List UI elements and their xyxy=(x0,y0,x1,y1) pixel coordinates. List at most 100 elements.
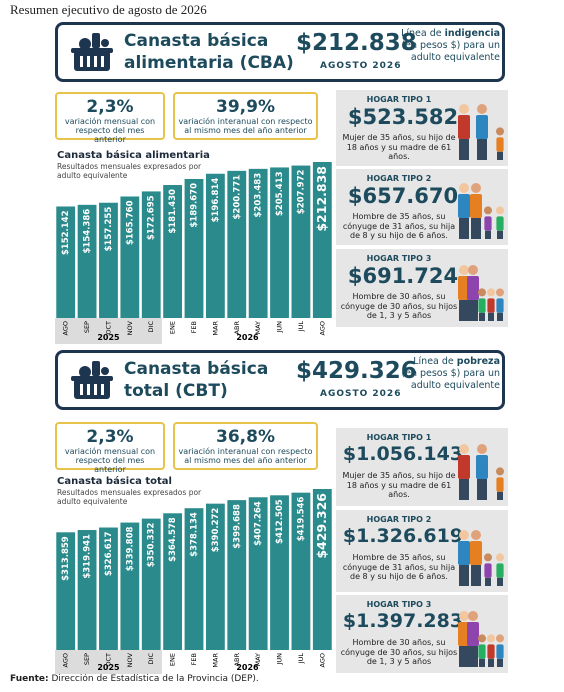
stat-box: 39,9% variación interanual con respecto a… xyxy=(173,92,318,140)
stat-label: variación mensual con respecto del mes a… xyxy=(64,447,156,474)
x-tick-label: MAY xyxy=(254,653,262,667)
group-band xyxy=(55,650,162,674)
bar xyxy=(141,191,161,318)
bar-value-label: $172.695 xyxy=(147,195,157,240)
section-period: AGOSTO 2026 xyxy=(320,389,402,399)
x-tick-label: MAY xyxy=(254,321,262,335)
x-tick-label: FEB xyxy=(190,653,198,665)
household-title: HOGAR TIPO 3 xyxy=(366,600,432,609)
line-post: (en pesos $) para un adulto equivalente xyxy=(401,40,500,63)
person-body xyxy=(458,115,470,139)
x-tick-label: ABR xyxy=(233,321,241,335)
bar-value-label: $152.142 xyxy=(61,210,71,255)
footer-text: Dirección de Estadística de la Provincia… xyxy=(51,674,259,684)
line-bold: indigencia xyxy=(444,28,500,39)
family-illustration xyxy=(458,444,504,500)
chart-subtitle: Resultados mensuales expresados por adul… xyxy=(57,488,202,506)
person-head xyxy=(484,553,492,562)
person-legs xyxy=(479,312,485,321)
x-tick-label: ENE xyxy=(169,321,177,334)
x-tick-label: AGO xyxy=(318,653,326,668)
bar xyxy=(77,204,97,318)
person-head xyxy=(496,634,504,643)
household-panel: HOGAR TIPO 1 $523.582 Mujer de 35 años, su… xyxy=(336,90,508,166)
bar xyxy=(248,168,268,318)
person-body xyxy=(467,276,479,300)
basket-slot xyxy=(80,56,83,67)
x-tick-label: FEB xyxy=(190,321,198,333)
person-head xyxy=(468,265,478,275)
bar-value-label: $200.771 xyxy=(232,175,242,220)
person-body xyxy=(496,563,504,578)
x-tick-label: SEP xyxy=(83,321,91,333)
bar xyxy=(270,167,289,318)
line-pre: Línea de xyxy=(401,28,442,39)
person-legs xyxy=(497,577,503,586)
x-tick-label: JUL xyxy=(297,321,305,333)
bar-value-label: $407.264 xyxy=(254,501,264,546)
basket-icon xyxy=(71,361,113,399)
person-legs xyxy=(485,230,491,239)
produce xyxy=(79,366,91,378)
line-post: (en pesos $) para un adulto equivalente xyxy=(401,368,500,391)
produce xyxy=(101,367,109,375)
person-legs xyxy=(459,300,469,321)
person-head xyxy=(496,553,504,562)
person-body xyxy=(470,194,482,218)
person-body xyxy=(484,216,492,231)
person-head xyxy=(459,104,469,114)
bar-value-label: $203.483 xyxy=(254,173,264,218)
bar-value-label: $412.505 xyxy=(275,499,285,544)
household-description: Mujer de 35 años, su hijo de 18 años y s… xyxy=(342,133,456,161)
basket-icon xyxy=(71,33,113,71)
person-legs xyxy=(459,479,469,500)
household-amount: $523.582 xyxy=(347,105,459,129)
bar xyxy=(205,173,225,318)
person-head xyxy=(496,467,504,476)
stat-box: 2,3% variación mensual con respecto del m… xyxy=(55,422,165,474)
person-legs xyxy=(468,646,478,667)
person-legs xyxy=(477,139,487,160)
household-description: Hombre de 30 años, su cónyuge de 30 años… xyxy=(340,638,458,666)
group-label: 2026 xyxy=(236,663,259,672)
family-illustration xyxy=(458,265,504,321)
bar xyxy=(184,508,204,650)
stat-value: 2,3% xyxy=(86,97,134,117)
person-head xyxy=(496,288,504,297)
basket-slot xyxy=(101,56,104,67)
bar xyxy=(99,202,118,318)
person-legs xyxy=(459,646,469,667)
stat-value: 36,8% xyxy=(216,427,275,447)
bar-value-label: $189.670 xyxy=(190,183,200,228)
household-description: Hombre de 35 años, su cónyuge de 31 años… xyxy=(342,212,456,240)
person-head xyxy=(459,611,469,621)
section-title: Canasta básica total (CBT) xyxy=(124,359,269,401)
bar-value-label: $339.808 xyxy=(125,526,135,571)
x-tick-label: NOV xyxy=(126,652,134,667)
x-tick-label: JUN xyxy=(276,653,284,666)
person-body xyxy=(496,137,504,152)
household-title: HOGAR TIPO 2 xyxy=(366,515,432,524)
bar-value-label: $378.134 xyxy=(190,512,200,557)
person-legs xyxy=(497,230,503,239)
person-legs xyxy=(471,565,481,586)
bar-value-label: $196.814 xyxy=(211,178,221,223)
household-description: Hombre de 30 años, su cónyuge de 30 años… xyxy=(340,292,458,320)
bar-value-label: $326.617 xyxy=(104,531,114,576)
line-info: Línea de indigencia (en pesos $) para un… xyxy=(400,28,500,64)
person-head xyxy=(468,611,478,621)
person-legs xyxy=(459,139,469,160)
basket-slot xyxy=(94,384,97,395)
person-body xyxy=(478,298,486,313)
x-tick-label: JUN xyxy=(276,321,284,334)
x-tick-label: ABR xyxy=(233,653,241,667)
household-panel: HOGAR TIPO 1 $1.056.143 Mujer de 35 años, … xyxy=(336,428,508,506)
bar-chart: 2025 2026 $313.859 AGO $319.941 SEP $326.617 OC… xyxy=(55,489,332,674)
section-amount: $429.326 xyxy=(296,358,417,384)
household-panel: HOGAR TIPO 2 $1.326.619 Hombre de 35 años,… xyxy=(336,510,508,592)
bar xyxy=(291,165,311,318)
x-tick-label: OCT xyxy=(104,653,112,667)
stat-label: variación interanual con respecto al mis… xyxy=(178,117,313,135)
group-label: 2026 xyxy=(236,333,259,342)
